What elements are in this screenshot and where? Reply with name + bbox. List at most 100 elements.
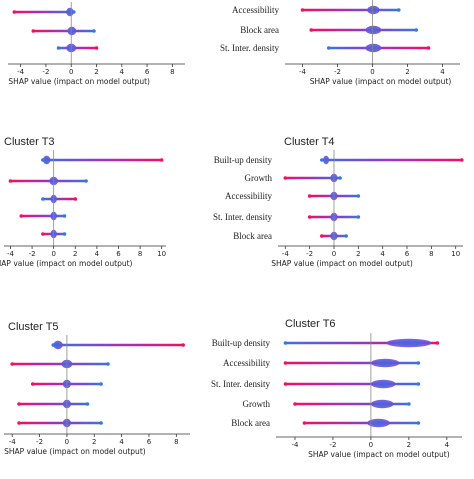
x-axis-title: SHAP value (impact on model output) — [4, 447, 146, 456]
shap-point — [8, 179, 13, 183]
shap-cluster-core — [44, 157, 49, 163]
feature-row: St. Inter. density — [211, 379, 421, 389]
feature-row — [12, 7, 76, 17]
x-tick-label: 6 — [116, 250, 121, 258]
feature-row: Block area — [233, 231, 348, 241]
feature-label: Accessibility — [225, 191, 272, 201]
x-tick-label: 2 — [92, 438, 96, 446]
shap-point — [99, 421, 103, 425]
feature-label: St. Inter. density — [213, 212, 272, 222]
feature-row: St. Inter. density — [213, 212, 361, 222]
shap-point — [92, 29, 96, 33]
x-axis-title: SHAP value (impact on model output) — [0, 259, 133, 268]
shap-point — [17, 421, 21, 425]
x-tick-label: 4 — [440, 68, 445, 76]
feature-label: Growth — [245, 173, 273, 183]
shap-spread — [58, 46, 97, 50]
shap-point — [344, 234, 348, 238]
shap-cluster-core — [55, 342, 61, 348]
feature-label: Block area — [233, 231, 272, 241]
feature-row: Growth — [245, 173, 342, 183]
shap-point — [41, 197, 45, 201]
shap-point — [56, 46, 61, 50]
feature-row: Accessibility — [225, 191, 361, 201]
shap-point — [12, 10, 17, 14]
panel-1: -4 -2 0 2 4 6 8 SHAP value (impact on model out… — [8, 2, 185, 86]
x-tick-label: 0 — [332, 250, 336, 258]
shap-spread — [12, 362, 108, 366]
feature-row — [10, 359, 110, 369]
shap-point — [62, 232, 67, 236]
feature-row — [41, 155, 164, 165]
shap-point — [326, 46, 331, 50]
shap-cluster-core — [371, 420, 386, 426]
x-tick-label: 4 — [445, 441, 450, 449]
x-tick-label: 8 — [174, 438, 178, 446]
shap-point — [416, 361, 421, 365]
shap-point — [30, 382, 35, 386]
feature-row — [51, 340, 185, 350]
shap-point — [356, 194, 361, 198]
shap-point — [416, 382, 421, 386]
shap-point — [426, 46, 431, 50]
shap-cluster-core — [368, 27, 379, 33]
feature-label: Block area — [231, 418, 270, 428]
feature-row: Accessibility — [232, 5, 401, 15]
shap-point — [283, 341, 288, 345]
shap-point — [41, 158, 45, 162]
feature-label: Built-up density — [212, 338, 271, 348]
panel-3: Cluster T3 -4 -2 0 2 4 6 8 10 SHAP value (impact … — [0, 136, 166, 268]
x-tick-label: 8 — [138, 250, 142, 258]
shap-point — [300, 8, 305, 12]
shap-point — [94, 46, 99, 50]
panel-title: Cluster T4 — [284, 136, 335, 148]
shap-point — [73, 197, 78, 201]
shap-point — [106, 362, 110, 366]
x-tick-label: -2 — [42, 68, 49, 76]
shap-spread — [311, 28, 417, 32]
shap-point — [307, 194, 312, 198]
x-tick-label: 10 — [157, 250, 166, 258]
shap-point — [307, 215, 312, 219]
feature-row — [41, 194, 78, 204]
shap-cluster-core — [375, 401, 390, 407]
x-axis-title: SHAP value (impact on model output) — [271, 259, 413, 268]
x-tick-label: 4 — [119, 438, 124, 446]
shap-spread — [33, 29, 94, 33]
shap-point — [10, 362, 15, 366]
shap-point — [283, 176, 288, 180]
shap-spread — [21, 214, 65, 218]
x-tick-label: 6 — [145, 68, 150, 76]
x-tick-label: 0 — [65, 438, 69, 446]
feature-row — [8, 176, 88, 186]
shap-point — [356, 215, 361, 219]
feature-label: Block area — [240, 25, 279, 35]
x-tick-label: 0 — [370, 68, 374, 76]
x-tick-label: 8 — [429, 250, 433, 258]
x-tick-label: 2 — [405, 68, 409, 76]
shap-point — [31, 29, 36, 33]
shap-point — [396, 8, 401, 12]
x-tick-label: -2 — [306, 250, 313, 258]
shap-cluster-core — [369, 7, 378, 13]
shap-spread — [42, 197, 76, 201]
x-tick-label: -4 — [282, 250, 290, 258]
shap-cluster-core — [69, 28, 75, 34]
shap-point — [416, 421, 421, 425]
shap-point — [459, 158, 464, 162]
x-tick-label: 8 — [170, 68, 174, 76]
shap-point — [435, 341, 440, 345]
feature-label: Accessibility — [223, 358, 270, 368]
shap-point — [84, 179, 88, 183]
x-tick-label: 2 — [73, 250, 77, 258]
x-tick-label: 10 — [451, 250, 460, 258]
shap-point — [338, 176, 342, 180]
shap-point — [407, 402, 411, 406]
shap-spread — [19, 402, 88, 406]
x-tick-label: 4 — [120, 68, 125, 76]
x-tick-label: 4 — [380, 250, 385, 258]
shap-spread — [285, 382, 419, 386]
feature-row: Built-up density — [214, 155, 464, 165]
shap-point — [51, 343, 56, 347]
x-tick-label: 0 — [51, 250, 55, 258]
